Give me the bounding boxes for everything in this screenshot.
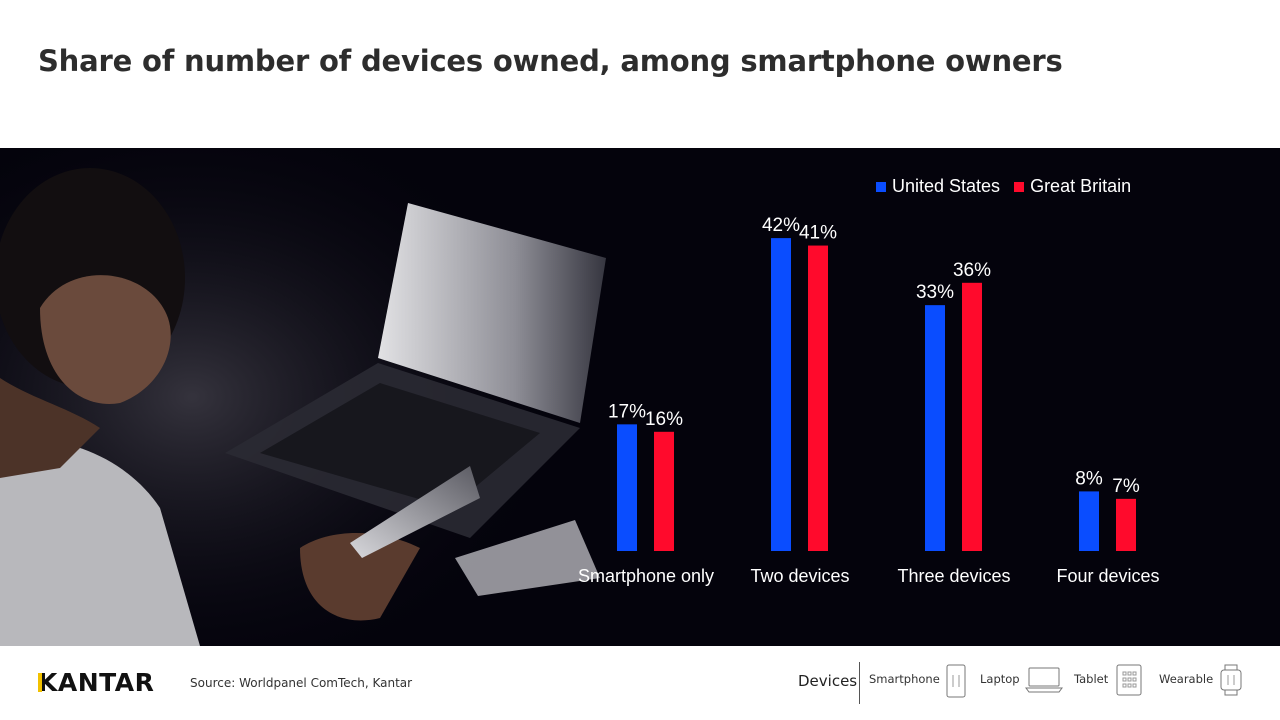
wearable-icon — [1220, 664, 1242, 696]
data-label-us-two-devices: 42% — [762, 215, 800, 236]
background-photo — [0, 148, 640, 646]
data-label-us-four-devices: 8% — [1075, 468, 1103, 489]
data-label-gb-smartphone-only: 16% — [645, 409, 683, 430]
device-label-smartphone: Smartphone — [869, 672, 940, 686]
source-note: Source: Worldpanel ComTech, Kantar — [190, 676, 413, 690]
smartphone-icon — [946, 664, 966, 698]
page-title: Share of number of devices owned, among … — [38, 44, 1063, 78]
data-label-us-three-devices: 33% — [916, 282, 954, 303]
legend-label-us: United States — [892, 176, 1001, 196]
data-label-gb-four-devices: 7% — [1112, 476, 1140, 497]
bar-us-four-devices — [1079, 491, 1099, 551]
data-label-us-smartphone-only: 17% — [608, 401, 646, 422]
photo-band: 17% 16% Smartphone only 42% 41% Two devices 33… — [0, 148, 1280, 646]
tablet-icon — [1116, 664, 1142, 696]
devices-label: Devices — [798, 672, 858, 690]
device-label-tablet: Tablet — [1074, 672, 1109, 686]
logo-accent — [38, 673, 42, 692]
bar-us-three-devices — [925, 305, 945, 551]
bar-gb-smartphone-only — [654, 431, 674, 551]
footer: KANTAR Source: Worldpanel ComTech, Kanta… — [0, 646, 1280, 720]
legend-item-gb: Great Britain — [1014, 176, 1131, 197]
bar-gb-three-devices — [962, 282, 982, 551]
category-label-three-devices: Three devices — [897, 566, 1010, 586]
device-label-wearable: Wearable — [1159, 672, 1214, 686]
chart-legend: United States Great Britain — [876, 176, 1131, 197]
bar-us-two-devices — [771, 238, 791, 551]
data-label-gb-three-devices: 36% — [953, 260, 991, 281]
bar-gb-four-devices — [1116, 498, 1136, 551]
bar-us-smartphone-only — [617, 424, 637, 551]
category-label-two-devices: Two devices — [750, 566, 849, 586]
legend-swatch-us — [876, 181, 886, 192]
legend-item-us: United States — [876, 176, 1000, 197]
legend-label-gb: Great Britain — [1030, 176, 1132, 196]
bar-gb-two-devices — [808, 245, 828, 552]
device-label-laptop: Laptop — [980, 672, 1020, 686]
data-label-gb-two-devices: 41% — [799, 223, 837, 244]
devices-divider — [859, 662, 860, 704]
bar-chart: 17%16% Smartphone only 42%41% Two devices 33… — [578, 215, 1160, 586]
category-label-smartphone-only: Smartphone only — [578, 566, 714, 586]
legend-swatch-gb — [1014, 181, 1025, 192]
kantar-logo: KANTAR — [38, 668, 155, 697]
category-label-four-devices: Four devices — [1056, 566, 1159, 586]
laptop-icon — [1025, 667, 1063, 693]
